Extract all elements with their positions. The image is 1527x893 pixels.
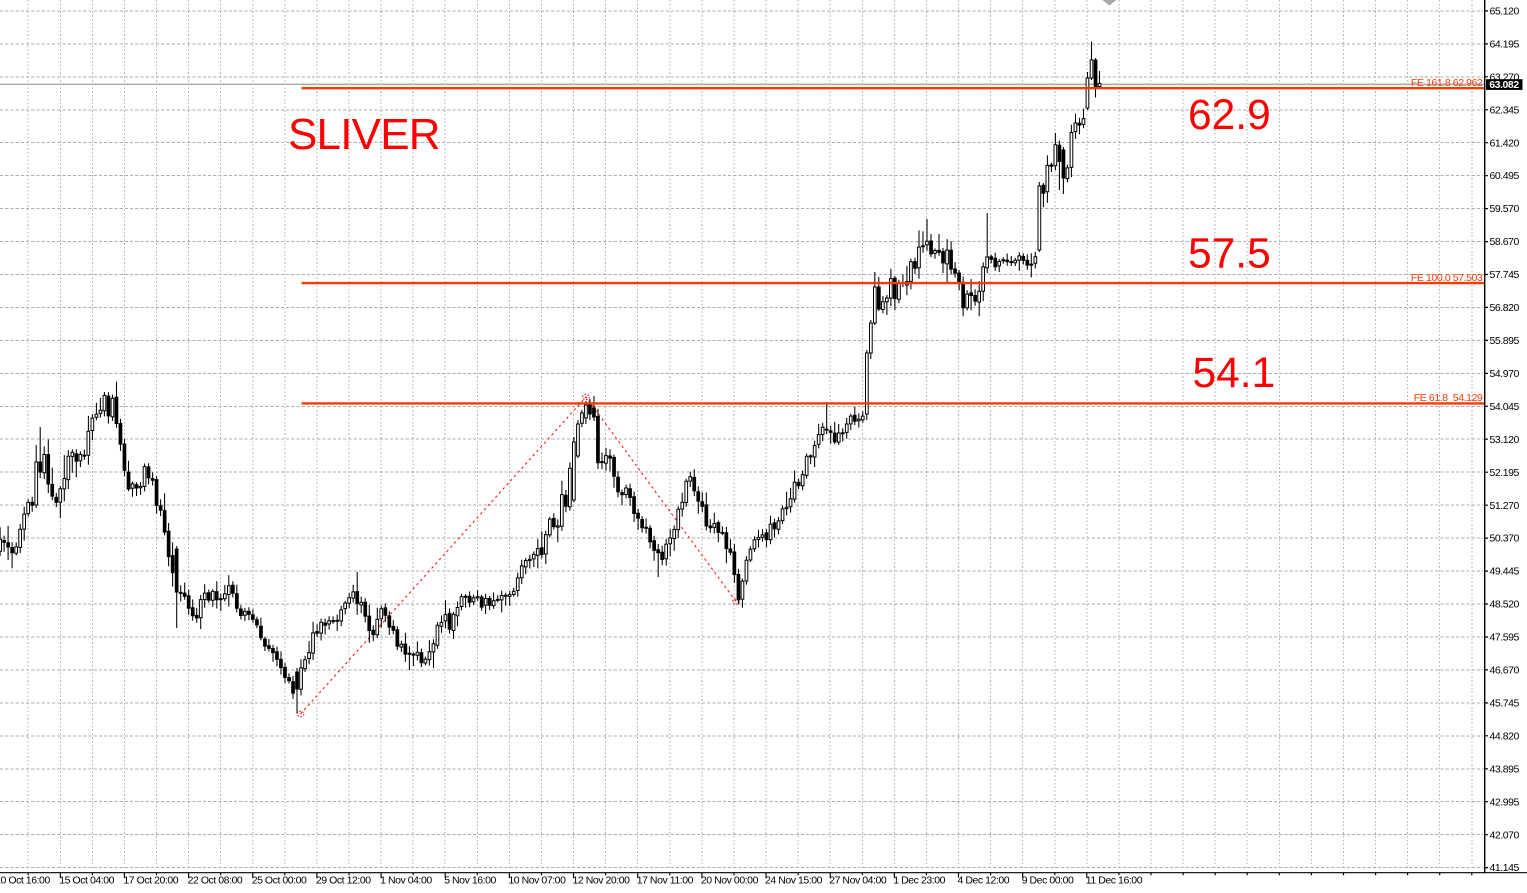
svg-text:29 Oct 12:00: 29 Oct 12:00 bbox=[316, 875, 371, 887]
svg-text:46.670: 46.670 bbox=[1490, 665, 1520, 677]
svg-text:15 Oct 04:00: 15 Oct 04:00 bbox=[59, 875, 114, 887]
svg-text:10 Oct 16:00: 10 Oct 16:00 bbox=[0, 875, 50, 887]
svg-text:1 Dec 23:00: 1 Dec 23:00 bbox=[893, 875, 945, 887]
svg-text:54.045: 54.045 bbox=[1490, 401, 1520, 413]
svg-text:27 Nov 04:00: 27 Nov 04:00 bbox=[829, 875, 887, 887]
svg-text:FE 161.8 62.962: FE 161.8 62.962 bbox=[1411, 77, 1483, 89]
svg-text:11 Dec 16:00: 11 Dec 16:00 bbox=[1086, 875, 1143, 887]
svg-text:54.970: 54.970 bbox=[1490, 368, 1520, 380]
svg-text:25 Oct 00:00: 25 Oct 00:00 bbox=[252, 875, 307, 887]
svg-text:62.9: 62.9 bbox=[1188, 92, 1271, 139]
svg-text:60.495: 60.495 bbox=[1490, 170, 1520, 182]
svg-text:61.420: 61.420 bbox=[1490, 137, 1520, 149]
svg-text:17 Nov 11:00: 17 Nov 11:00 bbox=[637, 875, 694, 887]
svg-text:50.370: 50.370 bbox=[1490, 533, 1520, 545]
svg-text:22 Oct 08:00: 22 Oct 08:00 bbox=[188, 875, 243, 887]
svg-text:SLIVER: SLIVER bbox=[288, 110, 440, 159]
svg-text:65.120: 65.120 bbox=[1490, 6, 1520, 18]
svg-text:42.070: 42.070 bbox=[1490, 829, 1520, 841]
svg-text:64.195: 64.195 bbox=[1490, 39, 1520, 51]
svg-text:63.082: 63.082 bbox=[1489, 79, 1519, 91]
svg-text:5 Nov 16:00: 5 Nov 16:00 bbox=[444, 875, 496, 887]
svg-text:57.5: 57.5 bbox=[1188, 230, 1271, 277]
svg-text:4 Dec 12:00: 4 Dec 12:00 bbox=[958, 875, 1010, 887]
svg-text:56.820: 56.820 bbox=[1490, 302, 1520, 314]
svg-text:45.745: 45.745 bbox=[1490, 698, 1520, 710]
svg-text:48.520: 48.520 bbox=[1490, 599, 1520, 611]
svg-text:10 Nov 07:00: 10 Nov 07:00 bbox=[508, 875, 566, 887]
svg-text:55.895: 55.895 bbox=[1490, 335, 1520, 347]
svg-text:1 Nov 04:00: 1 Nov 04:00 bbox=[380, 875, 432, 887]
svg-text:41.145: 41.145 bbox=[1490, 862, 1520, 874]
svg-text:FE 100.0 57.503: FE 100.0 57.503 bbox=[1411, 272, 1483, 284]
svg-text:51.270: 51.270 bbox=[1490, 500, 1520, 512]
svg-text:FE 61.8 54.129: FE 61.8 54.129 bbox=[1414, 392, 1483, 404]
svg-text:24 Nov 15:00: 24 Nov 15:00 bbox=[765, 875, 823, 887]
svg-text:42.995: 42.995 bbox=[1490, 796, 1520, 808]
svg-text:43.895: 43.895 bbox=[1490, 763, 1520, 775]
svg-text:58.670: 58.670 bbox=[1490, 236, 1520, 248]
svg-text:17 Oct 20:00: 17 Oct 20:00 bbox=[123, 875, 178, 887]
svg-text:59.570: 59.570 bbox=[1490, 203, 1520, 215]
svg-text:12 Nov 20:00: 12 Nov 20:00 bbox=[573, 875, 631, 887]
svg-text:44.820: 44.820 bbox=[1490, 730, 1520, 742]
svg-text:62.345: 62.345 bbox=[1490, 104, 1520, 116]
svg-text:47.595: 47.595 bbox=[1490, 632, 1520, 644]
svg-text:9 Dec 00:00: 9 Dec 00:00 bbox=[1022, 875, 1074, 887]
svg-text:54.1: 54.1 bbox=[1193, 350, 1276, 397]
svg-text:20 Nov 00:00: 20 Nov 00:00 bbox=[701, 875, 759, 887]
svg-text:49.445: 49.445 bbox=[1490, 566, 1520, 578]
svg-text:52.195: 52.195 bbox=[1490, 467, 1520, 479]
svg-text:53.120: 53.120 bbox=[1490, 434, 1520, 446]
svg-text:57.745: 57.745 bbox=[1490, 269, 1520, 281]
